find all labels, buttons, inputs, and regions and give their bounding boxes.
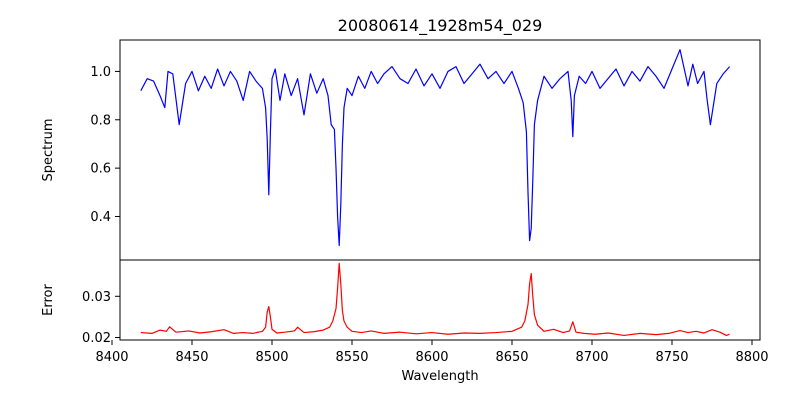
x-tick-label: 8450 — [175, 350, 208, 365]
spectrum-y-tick-label: 1.0 — [90, 65, 111, 80]
x-axis: 8400 8450 8500 8550 8600 8650 8700 8750 8800 — [95, 340, 769, 365]
spectrum-y-axis-label: Spectrum — [41, 119, 56, 182]
x-tick-label: 8650 — [495, 350, 528, 365]
x-axis-label: Wavelength — [401, 369, 478, 384]
x-tick-label: 8600 — [415, 350, 448, 365]
x-tick-label: 8800 — [735, 350, 768, 365]
chart-title: 20080614_1928m54_029 — [338, 16, 543, 36]
spectrum-line — [140, 49, 731, 247]
error-line — [140, 262, 730, 337]
error-y-tick-label: 0.03 — [82, 290, 111, 305]
spectrum-y-tick-label: 0.4 — [90, 210, 111, 225]
x-tick-label: 8400 — [95, 350, 128, 365]
error-y-axis-label: Error — [41, 284, 56, 316]
error-y-tick-label: 0.02 — [82, 331, 111, 346]
spectrum-y-tick-label: 0.8 — [90, 113, 111, 128]
x-tick-label: 8500 — [255, 350, 288, 365]
error-panel: 0.02 0.03 Error — [41, 259, 761, 346]
error-axes-frame — [119, 259, 761, 341]
x-tick-label: 8700 — [575, 350, 608, 365]
x-tick-label: 8550 — [335, 350, 368, 365]
x-tick-label: 8750 — [655, 350, 688, 365]
spectrum-y-tick-label: 0.6 — [90, 162, 111, 177]
